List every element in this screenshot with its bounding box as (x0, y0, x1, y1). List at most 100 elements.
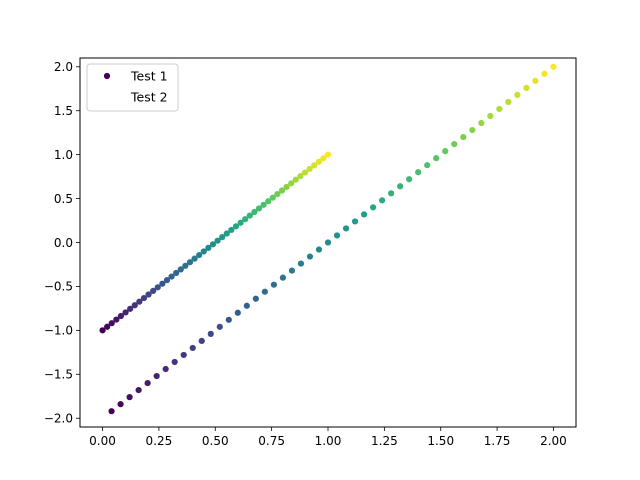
series-1-point (136, 298, 143, 305)
series-1-point (182, 262, 189, 269)
series-1-point (228, 226, 235, 234)
series-1-point (232, 223, 240, 230)
series-2-point (207, 330, 214, 337)
series-2-point (351, 218, 359, 225)
series-1-point (108, 320, 115, 327)
series-1-point (251, 208, 258, 216)
legend-label-test-2: Test 2 (130, 90, 168, 105)
series-1-point (301, 169, 309, 176)
series-2-point (415, 169, 422, 176)
series-1-point (196, 251, 203, 259)
y-tick-label: −1.5 (44, 368, 73, 382)
series-2-point (433, 155, 440, 162)
series-1-point (122, 309, 129, 316)
series-2-point (424, 162, 431, 169)
series-1-point (140, 294, 148, 302)
series-2-point (279, 274, 287, 281)
series-1-point (191, 255, 198, 262)
series-2-point (108, 408, 115, 415)
series-1-point (113, 316, 120, 323)
series-2-point (478, 119, 485, 127)
series-2-point (117, 401, 124, 408)
x-tick-label: 0.50 (202, 434, 229, 448)
series-1-point (150, 287, 157, 295)
series-2-point (496, 105, 503, 113)
series-1-point (186, 259, 194, 266)
data-points-layer (99, 63, 557, 415)
y-tick-label: −0.5 (44, 280, 73, 294)
series-2-point (306, 253, 314, 260)
series-2-point (135, 387, 142, 394)
series-1-point (237, 219, 244, 226)
series-1-point (200, 248, 207, 255)
series-1-point (168, 273, 175, 280)
y-tick-label: 0.0 (54, 236, 73, 250)
series-2-point (333, 232, 341, 239)
series-1-point (219, 234, 226, 241)
series-2-point (406, 176, 413, 183)
series-2-point (460, 133, 467, 141)
series-1-point (209, 241, 217, 248)
series-1-point (104, 323, 111, 330)
series-2-point (216, 323, 223, 330)
series-1-point (311, 162, 318, 169)
series-1-point (131, 302, 138, 309)
y-tick-label: 1.0 (54, 148, 73, 162)
series-1-point (246, 212, 253, 219)
series-2-point (388, 190, 395, 197)
series-1-point (177, 266, 184, 273)
series-1-point (255, 205, 263, 212)
series-1-point (163, 277, 171, 284)
series-2-point (532, 77, 539, 84)
series-1-point (159, 280, 166, 287)
series-2-point (234, 309, 241, 316)
series-1-point (145, 291, 152, 298)
series-2-point (550, 63, 557, 70)
y-tick-label: −1.0 (44, 324, 73, 338)
series-2-point (189, 344, 196, 352)
series-2-point (369, 204, 377, 211)
x-tick-label: 1.25 (371, 434, 398, 448)
x-tick-label: 2.00 (540, 434, 567, 448)
series-1-point (274, 190, 281, 198)
series-1-point (306, 165, 313, 173)
series-1-point (242, 216, 249, 223)
legend: Test 1 Test 2 (86, 63, 179, 112)
y-axis: −2.0 −1.5 −1.0 −0.5 0.0 0.5 1.0 1.5 2.0 (44, 60, 80, 426)
series-2-point (505, 98, 512, 106)
series-2-point (451, 141, 458, 148)
series-2-point (198, 337, 205, 344)
series-1-point (154, 284, 161, 291)
series-1-point (297, 173, 304, 180)
series-2-point (180, 351, 187, 359)
series-2-point (126, 394, 133, 401)
legend-marker-test-2 (103, 93, 111, 101)
series-1-point (173, 269, 180, 277)
y-tick-label: 0.5 (54, 192, 73, 206)
x-tick-label: 1.50 (427, 434, 454, 448)
series-1-point (205, 244, 212, 251)
series-2-point (297, 260, 305, 267)
x-tick-label: 0.25 (146, 434, 173, 448)
series-2-point (171, 358, 178, 366)
series-2-point (360, 211, 368, 218)
series-2-point (288, 267, 296, 274)
series-1-point (283, 183, 290, 191)
series-2-point (270, 281, 277, 288)
series-2-point (442, 148, 449, 155)
legend-label-test-1: Test 1 (130, 69, 168, 84)
y-tick-label: 1.5 (54, 104, 73, 118)
series-1-point (99, 327, 106, 334)
series-2-point (324, 239, 332, 246)
series-1-point (127, 305, 134, 312)
series-2-point (469, 126, 476, 134)
x-tick-label: 1.00 (315, 434, 342, 448)
series-2-point (144, 379, 151, 387)
series-1-point (269, 194, 276, 201)
series-1-point (223, 230, 230, 237)
x-tick-label: 0.00 (89, 434, 116, 448)
series-1-point (278, 187, 286, 194)
series-1-point (214, 237, 221, 244)
series-1-point (260, 201, 267, 208)
